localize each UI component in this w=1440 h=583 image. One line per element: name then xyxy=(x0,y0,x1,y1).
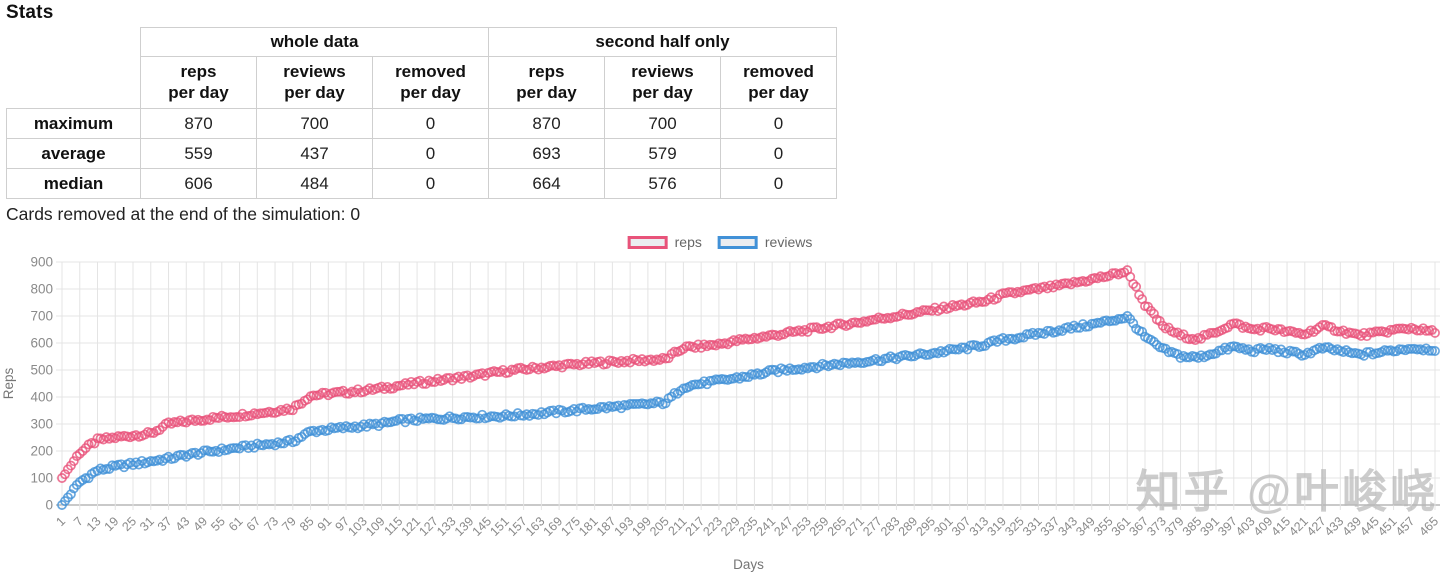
cell-value: 870 xyxy=(140,108,257,139)
svg-text:100: 100 xyxy=(30,471,53,486)
table-row-average: average 559 437 0 693 579 0 xyxy=(6,138,837,169)
svg-text:457: 457 xyxy=(1393,514,1418,539)
svg-text:900: 900 xyxy=(30,255,53,270)
svg-text:600: 600 xyxy=(30,336,53,351)
legend-item-reviews[interactable]: reviews xyxy=(717,234,813,250)
svg-text:800: 800 xyxy=(30,282,53,297)
cell-value: 484 xyxy=(256,168,373,199)
svg-text:400: 400 xyxy=(30,390,53,405)
legend-item-reps[interactable]: reps xyxy=(627,234,702,250)
chart-svg[interactable]: 0 100 200 300 400 500 600 700 800 900 Reps 1 7131925… xyxy=(0,227,1440,583)
cell-value: 437 xyxy=(256,138,373,169)
table-column-header-row: reps per day reviews per day removed per… xyxy=(7,56,837,109)
svg-text:200: 200 xyxy=(30,444,53,459)
svg-text:Reps: Reps xyxy=(1,367,16,399)
cell-value: 870 xyxy=(488,108,605,139)
col-header-reviews-whole: reviews per day xyxy=(256,56,373,109)
reps-legend-swatch xyxy=(627,235,668,249)
y-axis: 0 100 200 300 400 500 600 700 800 900 Reps xyxy=(1,255,53,513)
cell-value: 0 xyxy=(372,138,489,169)
svg-text:700: 700 xyxy=(30,309,53,324)
table-blank-cell xyxy=(7,57,141,109)
legend-label-reps: reps xyxy=(674,234,702,250)
cell-value: 693 xyxy=(488,138,605,169)
cell-value: 576 xyxy=(604,168,721,199)
svg-text:465: 465 xyxy=(1416,514,1440,539)
cell-value: 0 xyxy=(720,168,837,199)
gridlines xyxy=(56,261,1440,510)
page-title: Stats xyxy=(6,2,54,23)
legend-label-reviews: reviews xyxy=(764,234,813,250)
col-header-removed-second: removed per day xyxy=(720,56,837,109)
svg-text:300: 300 xyxy=(30,417,53,432)
col-header-reps-second: reps per day xyxy=(488,56,605,109)
svg-text:500: 500 xyxy=(30,363,53,378)
col-header-reps-whole: reps per day xyxy=(140,56,257,109)
cell-value: 606 xyxy=(140,168,257,199)
cell-value: 0 xyxy=(372,168,489,199)
cell-value: 700 xyxy=(604,108,721,139)
svg-text:0: 0 xyxy=(45,498,53,513)
row-label-maximum: maximum xyxy=(6,108,141,139)
x-axis: 1 713192531374349556167737985919710310911… xyxy=(53,514,1440,572)
series-reviews xyxy=(57,311,1440,510)
table-group-whole-data: whole data xyxy=(140,27,489,57)
row-label-average: average xyxy=(6,138,141,169)
chart-container: reps reviews 0 100 200 300 400 500 600 700 800 90… xyxy=(0,227,1440,583)
svg-text:7: 7 xyxy=(71,514,86,529)
table-group-header-row: whole data second half only xyxy=(7,27,837,57)
table-group-second-half: second half only xyxy=(488,27,837,57)
table-blank-cell xyxy=(7,28,141,57)
cell-value: 700 xyxy=(256,108,373,139)
cell-value: 0 xyxy=(720,138,837,169)
svg-text:1: 1 xyxy=(53,514,68,529)
table-row-median: median 606 484 0 664 576 0 xyxy=(6,168,837,199)
table-row-maximum: maximum 870 700 0 870 700 0 xyxy=(6,108,837,139)
chart-legend: reps reviews xyxy=(627,234,813,250)
col-header-removed-whole: removed per day xyxy=(372,56,489,109)
row-label-median: median xyxy=(6,168,141,199)
stats-table: whole data second half only reps per day… xyxy=(6,27,837,199)
col-header-reviews-second: reviews per day xyxy=(604,56,721,109)
cards-removed-note: Cards removed at the end of the simulati… xyxy=(6,204,361,224)
series-reps xyxy=(57,265,1440,483)
reviews-legend-swatch xyxy=(717,235,758,249)
cell-value: 0 xyxy=(720,108,837,139)
svg-text:Days: Days xyxy=(733,557,764,572)
cell-value: 0 xyxy=(372,108,489,139)
cell-value: 559 xyxy=(140,138,257,169)
cell-value: 664 xyxy=(488,168,605,199)
cell-value: 579 xyxy=(604,138,721,169)
